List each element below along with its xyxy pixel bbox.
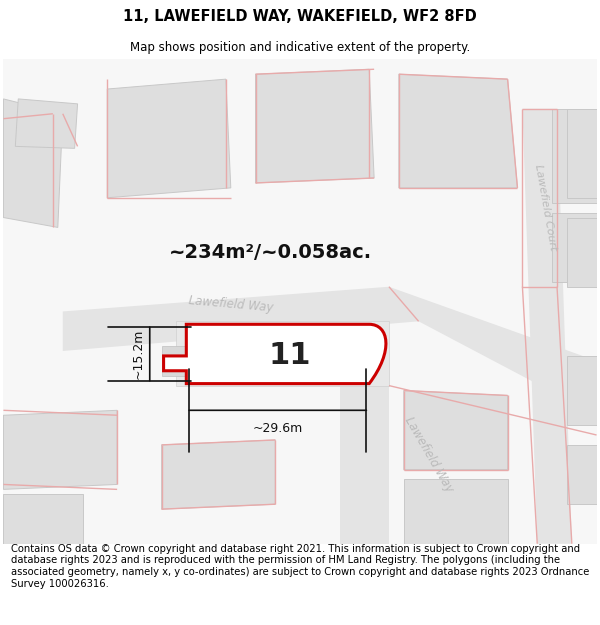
Text: Lawefield Way: Lawefield Way — [188, 294, 274, 315]
Text: ~15.2m: ~15.2m — [132, 329, 145, 379]
Polygon shape — [567, 445, 596, 504]
Text: 11, LAWEFIELD WAY, WAKEFIELD, WF2 8FD: 11, LAWEFIELD WAY, WAKEFIELD, WF2 8FD — [123, 9, 477, 24]
Polygon shape — [404, 391, 508, 469]
Text: Lawefield Way: Lawefield Way — [401, 415, 455, 495]
Polygon shape — [567, 109, 596, 198]
Polygon shape — [4, 494, 83, 544]
Polygon shape — [4, 99, 63, 228]
Polygon shape — [552, 213, 596, 282]
Polygon shape — [256, 69, 374, 183]
Polygon shape — [567, 217, 596, 287]
Polygon shape — [404, 479, 508, 544]
Text: Map shows position and indicative extent of the property.: Map shows position and indicative extent… — [130, 41, 470, 54]
Text: Contains OS data © Crown copyright and database right 2021. This information is : Contains OS data © Crown copyright and d… — [11, 544, 589, 589]
Polygon shape — [63, 287, 419, 351]
Polygon shape — [161, 346, 187, 376]
Text: ~234m²/~0.058ac.: ~234m²/~0.058ac. — [169, 242, 372, 262]
Polygon shape — [4, 410, 117, 489]
Polygon shape — [567, 356, 596, 425]
Polygon shape — [523, 109, 572, 544]
Text: Lawefield Court: Lawefield Court — [533, 164, 557, 251]
Polygon shape — [16, 99, 77, 148]
Text: 11: 11 — [269, 341, 311, 371]
Polygon shape — [389, 287, 596, 415]
Polygon shape — [399, 74, 517, 188]
Polygon shape — [107, 79, 231, 198]
Polygon shape — [552, 109, 596, 202]
Polygon shape — [4, 59, 596, 544]
Polygon shape — [176, 321, 389, 386]
PathPatch shape — [164, 324, 386, 384]
Polygon shape — [340, 386, 389, 544]
Text: ~29.6m: ~29.6m — [252, 422, 302, 434]
Polygon shape — [161, 440, 275, 509]
